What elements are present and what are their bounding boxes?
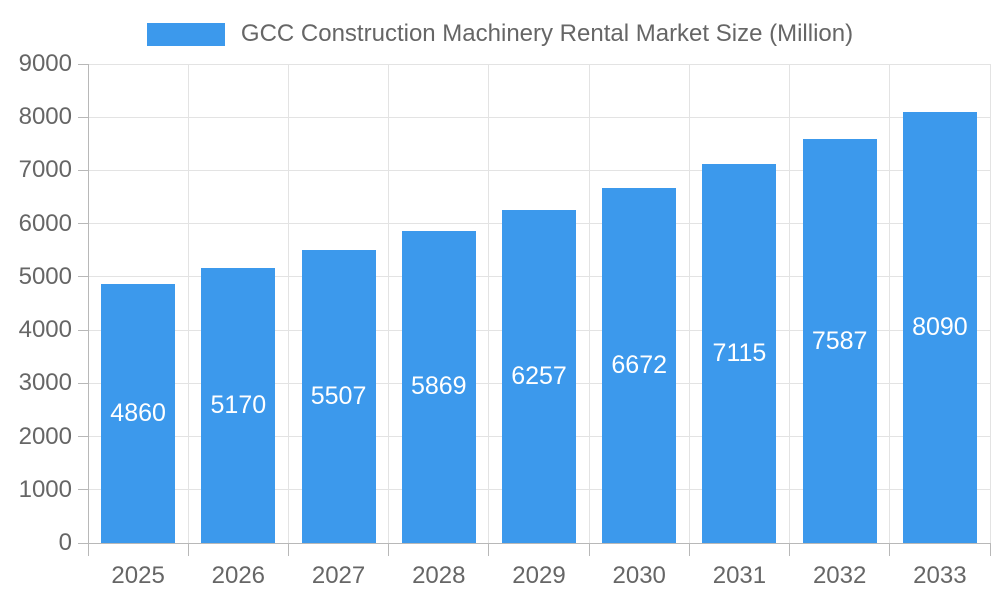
x-tick-label: 2025 — [111, 562, 165, 589]
bar-value-label: 4860 — [110, 399, 166, 428]
v-gridline — [488, 64, 490, 543]
legend-label: GCC Construction Machinery Rental Market… — [240, 20, 854, 47]
x-tick-mark — [789, 543, 791, 556]
v-gridline — [588, 64, 590, 543]
v-gridline — [889, 64, 891, 543]
y-tick-mark — [78, 329, 88, 331]
x-tick-label: 2028 — [412, 562, 466, 589]
x-tick-mark — [688, 543, 690, 556]
x-tick-mark — [187, 543, 189, 556]
x-tick-mark — [889, 543, 891, 556]
y-tick-label: 5000 — [18, 262, 72, 290]
bar: 7115 — [702, 164, 777, 543]
y-tick-mark — [78, 489, 88, 491]
bar: 4860 — [101, 284, 176, 543]
y-tick-label: 6000 — [18, 209, 72, 237]
h-gridline — [88, 169, 990, 171]
y-tick-mark — [78, 276, 88, 278]
x-tick-label: 2033 — [913, 562, 967, 589]
bar: 5507 — [301, 249, 376, 543]
x-tick-mark — [388, 543, 390, 556]
legend-swatch — [146, 22, 225, 46]
h-gridline — [88, 63, 990, 65]
x-tick-mark — [588, 543, 590, 556]
bar-value-label: 6257 — [511, 361, 567, 390]
x-tick-mark — [287, 543, 289, 556]
v-gridline — [187, 64, 189, 543]
x-tick-label: 2029 — [512, 562, 566, 589]
bar-value-label: 5507 — [310, 381, 367, 410]
v-gridline — [287, 64, 289, 543]
bar: 5170 — [201, 267, 276, 543]
y-tick-label: 9000 — [18, 50, 72, 77]
y-tick-label: 8000 — [18, 103, 72, 131]
y-tick-mark — [78, 63, 88, 65]
bar-value-label: 8090 — [912, 313, 968, 342]
x-tick-label: 2027 — [311, 562, 366, 589]
x-tick-label: 2026 — [211, 562, 266, 589]
x-tick-mark — [488, 543, 490, 556]
bar: 5869 — [401, 230, 476, 543]
y-tick-mark — [78, 436, 88, 438]
x-axis-line — [78, 542, 990, 544]
y-tick-label: 1000 — [18, 475, 72, 503]
x-tick-label: 2032 — [812, 562, 867, 589]
y-tick-mark — [78, 382, 88, 384]
y-tick-label: 0 — [58, 529, 72, 556]
v-gridline — [388, 64, 390, 543]
x-tick-label: 2030 — [612, 562, 666, 589]
bar: 6672 — [602, 187, 677, 543]
bar-value-label: 7115 — [712, 339, 767, 368]
bar: 7587 — [802, 139, 877, 543]
bar: 6257 — [502, 209, 576, 543]
bar: 8090 — [902, 112, 977, 543]
x-tick-label: 2031 — [712, 562, 767, 589]
legend: GCC Construction Machinery Rental Market… — [0, 20, 1000, 48]
y-tick-mark — [78, 223, 88, 225]
y-tick-label: 3000 — [18, 369, 72, 397]
bar-value-label: 7587 — [811, 326, 868, 355]
y-tick-label: 4000 — [18, 316, 72, 344]
bar-value-label: 6672 — [611, 350, 668, 379]
h-gridline — [88, 116, 990, 118]
y-tick-label: 2000 — [18, 422, 72, 450]
y-tick-label: 7000 — [18, 156, 72, 184]
bar-value-label: 5170 — [210, 390, 267, 419]
v-gridline — [789, 64, 791, 543]
x-tick-mark — [989, 543, 991, 556]
v-gridline — [688, 64, 690, 543]
y-tick-mark — [78, 116, 88, 118]
y-axis-line — [87, 64, 89, 556]
y-tick-mark — [78, 169, 88, 171]
v-gridline — [989, 64, 991, 543]
bar-value-label: 5869 — [410, 372, 467, 401]
